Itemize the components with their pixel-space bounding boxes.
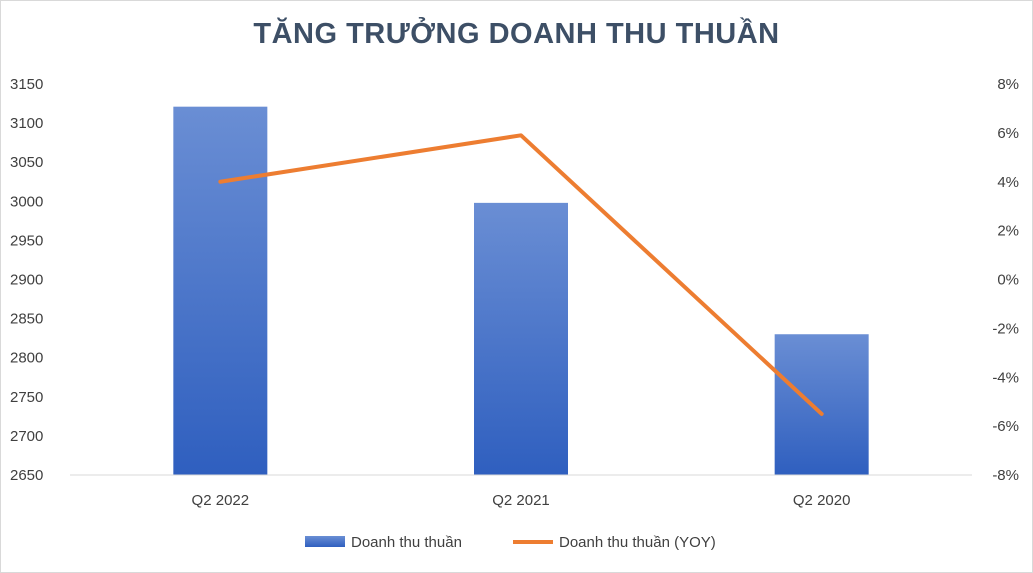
y-left-tick-label: 2800 <box>10 350 43 367</box>
y-left-tick-label: 2850 <box>10 311 43 328</box>
chart-title: TĂNG TRƯỞNG DOANH THU THUẦN <box>253 18 780 50</box>
y-right-tick-label: 2% <box>997 223 1019 240</box>
bar-q2-2020 <box>774 334 869 475</box>
y-left-tick-label: 3150 <box>10 76 43 93</box>
y-left-tick-label: 2650 <box>10 467 43 484</box>
y-right-tick-label: 8% <box>997 76 1019 93</box>
x-tick-label: Q2 2022 <box>192 492 250 509</box>
y-left-tick-label: 2900 <box>10 272 43 289</box>
y-right-tick-label: 4% <box>997 174 1019 191</box>
y-right-tick-label: -8% <box>992 467 1019 484</box>
x-tick-label: Q2 2020 <box>793 492 851 509</box>
legend-label-line: Doanh thu thuần (YOY) <box>559 534 716 551</box>
legend-label-bar: Doanh thu thuần <box>351 534 462 551</box>
x-tick-label: Q2 2021 <box>492 492 550 509</box>
y-left-tick-label: 3000 <box>10 193 43 210</box>
y-right-tick-label: 6% <box>997 125 1019 142</box>
y-left-tick-label: 2950 <box>10 232 43 249</box>
y-right-tick-label: -4% <box>992 369 1019 386</box>
y-left-tick-label: 3050 <box>10 154 43 171</box>
legend-item-bar: Doanh thu thuần <box>305 534 462 551</box>
bar-q2-2021 <box>474 202 568 475</box>
legend-item-line: Doanh thu thuần (YOY) <box>513 534 716 551</box>
y-left-tick-label: 3100 <box>10 115 43 132</box>
legend-swatch-bar <box>305 536 345 547</box>
y-left-tick-label: 2750 <box>10 389 43 406</box>
bar-q2-2022 <box>173 106 268 475</box>
y-left-tick-label: 2700 <box>10 428 43 445</box>
y-right-tick-label: -6% <box>992 418 1019 435</box>
y-right-tick-label: 0% <box>997 272 1019 289</box>
y-right-tick-label: -2% <box>992 320 1019 337</box>
